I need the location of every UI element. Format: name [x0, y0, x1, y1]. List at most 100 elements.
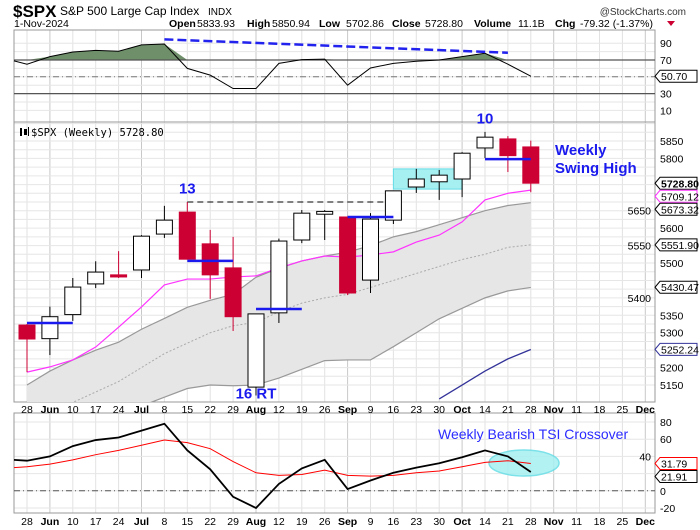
date-axis-label: 9: [368, 516, 374, 528]
price-badge: 5728.80: [661, 178, 699, 190]
date-axis-label: 22: [204, 404, 216, 416]
rsi-line: [13, 43, 532, 90]
ohlc-summary: Open 5833.93 High 5850.94 Low 5702.86 Cl…: [169, 18, 653, 30]
swing-high-label: Swing High: [555, 160, 637, 177]
date-axis-label: 25: [617, 516, 629, 528]
price-tick-label: 5850: [660, 136, 684, 148]
date-axis-label: 28: [525, 404, 537, 416]
tsi-tick-label: 0: [660, 486, 666, 498]
price-badge: 5709.12: [661, 191, 699, 203]
tsi-badge-frame: [654, 469, 698, 483]
candle-body: [293, 212, 311, 241]
date-axis-label: Oct: [453, 516, 471, 528]
date-axis-label: 10: [67, 404, 79, 416]
date-axis-label: 21: [502, 404, 514, 416]
date-axis-label: 30: [433, 516, 445, 528]
date-axis-label: 14: [479, 516, 491, 528]
bollinger-lower: [150, 286, 531, 402]
price-tick-label: 5200: [660, 363, 684, 375]
date-axis-label: 26: [319, 404, 331, 416]
date-axis-label: 23: [410, 516, 422, 528]
date-axis-label: 29: [227, 516, 239, 528]
candle-body: [18, 324, 36, 340]
date-axis-label: 30: [433, 404, 445, 416]
price-tick-label: 5350: [660, 310, 684, 322]
tsi-signal-line: [13, 439, 531, 477]
rsi-divergence-line: [164, 38, 508, 55]
date-axis-label: 16: [388, 516, 400, 528]
price-tick-label: 5150: [660, 380, 684, 392]
open-value: 5833.93: [197, 18, 235, 30]
annotation-label: 10: [477, 111, 494, 128]
price-badge-frame: [654, 189, 698, 203]
candle-body: [87, 271, 105, 285]
date-axis-label: 18: [594, 516, 606, 528]
date-label: 1-Nov-2024: [14, 18, 69, 30]
date-axis-label: Sep: [338, 516, 357, 528]
candle-body: [522, 146, 540, 184]
date-axis-label: Jun: [41, 404, 60, 416]
date-axis-label: 17: [90, 404, 102, 416]
rsi-badge-frame: [654, 69, 698, 83]
date-axis-label: Sep: [338, 404, 357, 416]
price-badge-frame: [654, 202, 698, 216]
tsi-tick-label: 60: [660, 434, 672, 446]
date-axis-label: 28: [525, 516, 537, 528]
price-badge: 5551.90: [661, 240, 699, 252]
rsi-tick-label: 70: [660, 55, 672, 67]
high-label: High: [247, 18, 270, 30]
date-axis-label: 25: [617, 404, 629, 416]
down-arrow-icon: [667, 21, 675, 26]
price-tick-label: 5600: [660, 223, 684, 235]
price-tick-label: 5400: [628, 293, 652, 305]
date-axis-label: Jul: [134, 516, 149, 528]
candle-body: [224, 267, 242, 318]
exchange: INDX: [208, 7, 232, 18]
candle-body: [339, 216, 357, 294]
close-label: Close: [392, 18, 421, 30]
price-badge-frame: [654, 176, 698, 190]
date-axis-label: 11: [571, 516, 582, 528]
consolidation-box: [392, 168, 463, 190]
date-axis-label: 14: [479, 404, 491, 416]
date-axis-label: 15: [181, 516, 193, 528]
date-axis-label: Dec: [636, 404, 655, 416]
date-axis-label: 21: [502, 516, 514, 528]
close-value: 5728.80: [425, 18, 463, 30]
tsi-signal-badge-frame: [654, 456, 698, 470]
candle-body: [110, 274, 128, 278]
candle-body: [362, 218, 379, 281]
tsi-annotation: Weekly Bearish TSI Crossover: [438, 426, 628, 442]
price-tick-label: 5550: [628, 241, 652, 253]
date-axis-label: 11: [571, 404, 582, 416]
date-axis-label: 16: [388, 404, 400, 416]
candle-body: [499, 138, 517, 157]
candle-body: [407, 178, 425, 188]
candle-body: [133, 235, 150, 271]
price-badge: 5252.24: [661, 344, 699, 356]
date-axis-label: 17: [90, 516, 102, 528]
candle-body: [178, 211, 196, 260]
price-badge-frame: [654, 238, 698, 252]
date-axis-label: Jul: [134, 404, 149, 416]
volume-label: Volume: [474, 18, 511, 30]
rsi-tick-label: 90: [660, 38, 672, 50]
date-axis-label: 23: [410, 404, 422, 416]
price-tick-label: 5500: [660, 258, 684, 270]
date-axis-label: 24: [113, 516, 125, 528]
tsi-tick-label: 80: [660, 417, 672, 429]
date-axis-label: 26: [319, 516, 331, 528]
open-label: Open: [169, 18, 196, 30]
tsi-tick-label: 40: [639, 451, 651, 463]
date-axis-label: Nov: [544, 404, 564, 416]
candle-body: [270, 240, 288, 314]
candle-body: [453, 152, 471, 180]
price-badge: 5430.47: [661, 282, 699, 294]
date-axis-label: 12: [273, 404, 285, 416]
watermark: @StockCharts.com: [600, 7, 686, 18]
candle-body: [155, 219, 173, 235]
rsi-tick-label: 30: [660, 89, 672, 101]
date-axis-label: Aug: [246, 516, 266, 528]
tsi-line: [13, 422, 532, 510]
candle-body: [64, 286, 82, 316]
